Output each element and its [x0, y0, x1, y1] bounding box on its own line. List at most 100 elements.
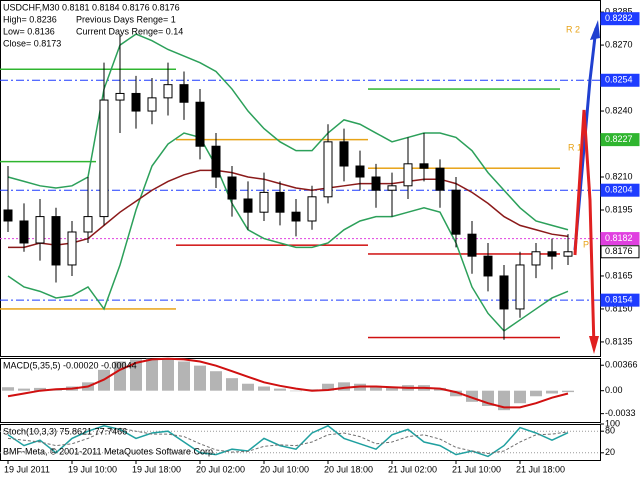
price-marker: [600, 232, 640, 246]
candle-body: [3, 209, 13, 222]
macd-bar: [178, 361, 190, 391]
macd-bar: [146, 358, 158, 391]
candle-body: [355, 165, 365, 178]
candle-body: [131, 92, 141, 112]
y-tick-label: 100: [605, 418, 620, 428]
macd-bar: [34, 387, 46, 391]
candle-body: [531, 251, 541, 266]
candle-body: [243, 198, 253, 213]
macd-bar: [322, 383, 334, 391]
candle-body: [35, 216, 45, 244]
info-line: Close= 0.8173: [3, 38, 61, 48]
arrow-head: [590, 20, 600, 40]
candle-body: [435, 167, 445, 191]
candle-body: [515, 264, 525, 310]
macd-bar: [498, 390, 510, 411]
candle-body: [195, 101, 205, 147]
pivot-label: R 2: [566, 24, 580, 34]
candle-body: [467, 233, 477, 257]
macd-bar: [226, 378, 238, 391]
candle-body: [275, 191, 285, 213]
y-tick-label: 0.8285: [605, 6, 633, 16]
y-tick-label: 0.8210: [605, 171, 633, 181]
x-tick-label: 19 Jul 2011: [4, 464, 50, 474]
y-tick-label: -0.0033: [605, 408, 636, 418]
macd-bar: [2, 387, 14, 391]
candle-body: [323, 141, 333, 198]
moving-average: [8, 169, 569, 249]
y-tick-label: 0.8135: [605, 336, 633, 346]
candle-body: [403, 163, 413, 187]
candle-body: [563, 251, 573, 257]
y-tick-label: 0.8165: [605, 270, 633, 280]
candle-body: [419, 163, 429, 169]
price-marker: [600, 73, 640, 87]
price-marker-label: 0.8227: [605, 134, 633, 144]
info-line: High= 0.8236: [3, 14, 57, 24]
y-tick-label: 0.00: [605, 385, 623, 395]
bollinger-band: [7, 132, 569, 332]
panel-title: Stoch(10,3,3) 75.8621 77.7466: [3, 426, 127, 436]
y-tick-label: 80: [605, 426, 615, 436]
price-marker-label: 0.8154: [605, 295, 633, 305]
macd-bar: [18, 388, 30, 391]
candle-body: [259, 191, 269, 213]
candle-body: [179, 84, 189, 103]
macd-bar: [386, 387, 398, 391]
y-tick-label: 0.8270: [605, 39, 633, 49]
macd-bar: [194, 365, 206, 391]
macd-bar: [162, 359, 174, 391]
candle-body: [483, 255, 493, 277]
x-tick-label: 20 Jul 18:00: [324, 464, 373, 474]
pivot-label: P: [583, 239, 589, 249]
info-line: Current Days Renge= 0.14: [76, 26, 183, 36]
info-line: Low= 0.8136: [3, 26, 55, 36]
macd-bar: [450, 390, 462, 397]
macd-bar: [242, 383, 254, 391]
candle-body: [451, 189, 461, 235]
macd-bar: [258, 386, 270, 391]
macd-bar: [466, 390, 478, 402]
projection-arrow: [573, 109, 596, 349]
stoch-panel: [0, 424, 601, 461]
price-marker: [600, 293, 640, 307]
info-line: Previous Days Renge= 1: [76, 14, 176, 24]
price-marker: [600, 133, 640, 147]
candle-body: [19, 220, 29, 244]
macd-bar: [546, 390, 558, 394]
candle-body: [307, 196, 317, 222]
macd-bar: [514, 390, 526, 404]
candle-body: [67, 231, 77, 266]
candle-body: [371, 176, 381, 191]
chart-title: USDCHF,M30 0.8181 0.8184 0.8176 0.8176: [3, 2, 180, 12]
candle-body: [99, 99, 109, 218]
x-tick-label: 21 Jul 02:00: [388, 464, 437, 474]
candle-body: [211, 145, 221, 178]
price-marker-label: 0.8182: [605, 233, 633, 243]
y-tick-label: 0.8240: [605, 105, 633, 115]
macd-bar: [130, 359, 142, 391]
x-tick-label: 19 Jul 18:00: [132, 464, 181, 474]
price-marker: [600, 12, 640, 26]
stoch-signal: [7, 427, 569, 455]
y-tick-label: 0.8195: [605, 204, 633, 214]
candle-body: [339, 141, 349, 167]
y-tick-label: 0.00366: [605, 360, 638, 370]
candle-body: [83, 216, 93, 233]
price-marker-label: 0.8254: [605, 75, 633, 85]
price-marker: [600, 245, 640, 259]
price-marker-label: 0.8176: [605, 246, 633, 256]
candle-body: [387, 185, 397, 191]
price-marker-label: 0.8282: [605, 13, 633, 23]
macd-signal: [7, 357, 569, 409]
candle-body: [115, 92, 125, 101]
x-tick-label: 21 Jul 10:00: [452, 464, 501, 474]
x-tick-label: 20 Jul 02:00: [196, 464, 245, 474]
macd-bar: [274, 388, 286, 391]
candle-body: [227, 176, 237, 200]
x-tick-label: 20 Jul 10:00: [260, 464, 309, 474]
macd-bar: [530, 390, 542, 397]
x-tick-label: 19 Jul 10:00: [68, 464, 117, 474]
